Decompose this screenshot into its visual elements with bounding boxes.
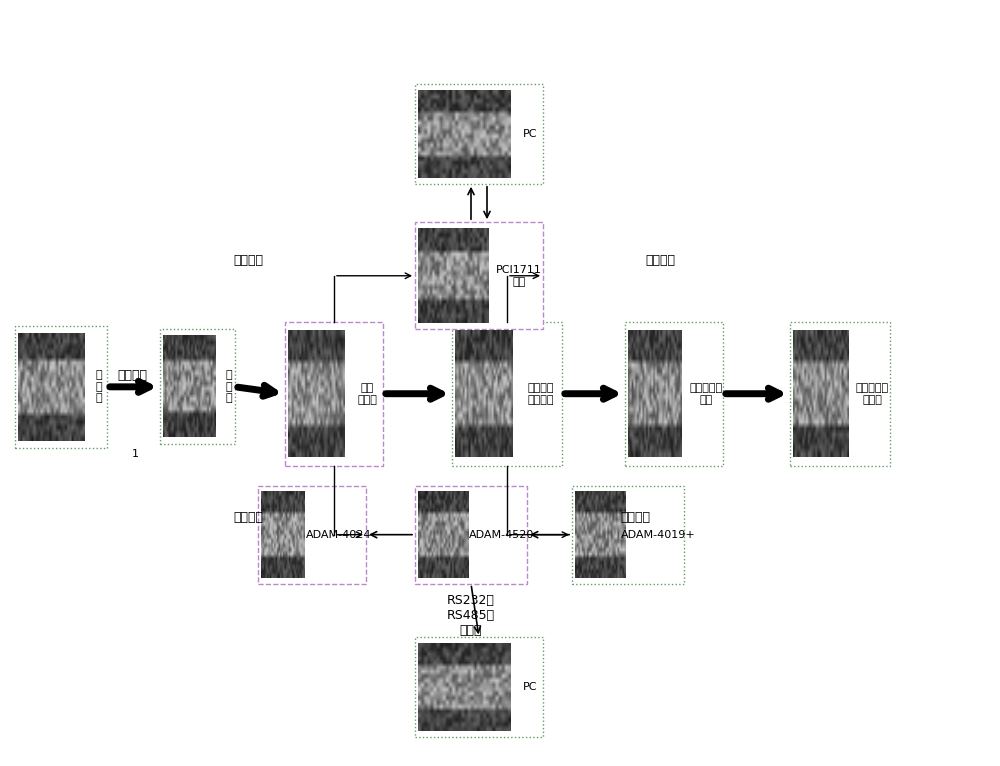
Bar — [415, 222, 543, 329]
Text: PCI1711
板卡: PCI1711 板卡 — [496, 265, 542, 286]
Bar — [790, 322, 890, 466]
Bar — [415, 637, 543, 737]
Bar — [415, 486, 527, 584]
Text: ADAM-4520: ADAM-4520 — [469, 529, 534, 540]
Text: PC: PC — [523, 682, 537, 692]
Bar — [452, 322, 562, 466]
Text: 差压式孔
板流量计: 差压式孔 板流量计 — [527, 383, 554, 404]
Text: 气体涡轮流
量计: 气体涡轮流 量计 — [689, 383, 723, 404]
Bar — [15, 326, 107, 448]
Text: 发送信号: 发送信号 — [233, 511, 263, 523]
Text: 产生气体: 产生气体 — [117, 369, 147, 381]
Bar — [625, 322, 723, 466]
Bar — [258, 486, 366, 584]
Text: 发送信号: 发送信号 — [233, 254, 263, 267]
Text: 气动
调节阀: 气动 调节阀 — [357, 383, 377, 404]
Text: RS232与
RS485电
平转据: RS232与 RS485电 平转据 — [447, 594, 495, 637]
Bar — [285, 322, 383, 466]
Text: 压
力
表: 压 力 表 — [225, 370, 232, 404]
Bar — [160, 329, 235, 444]
Text: ADAM-4019+: ADAM-4019+ — [621, 529, 696, 540]
Text: 压
缩
机: 压 缩 机 — [96, 370, 102, 404]
Bar — [572, 486, 684, 584]
Bar — [415, 84, 543, 184]
Text: 金属管浮子
流量计: 金属管浮子 流量计 — [856, 383, 889, 404]
Text: 采集信号: 采集信号 — [620, 511, 650, 523]
Text: 1: 1 — [132, 449, 138, 460]
Text: ADAM-4024: ADAM-4024 — [306, 529, 371, 540]
Text: 采集信号: 采集信号 — [645, 254, 675, 267]
Text: PC: PC — [523, 129, 537, 139]
